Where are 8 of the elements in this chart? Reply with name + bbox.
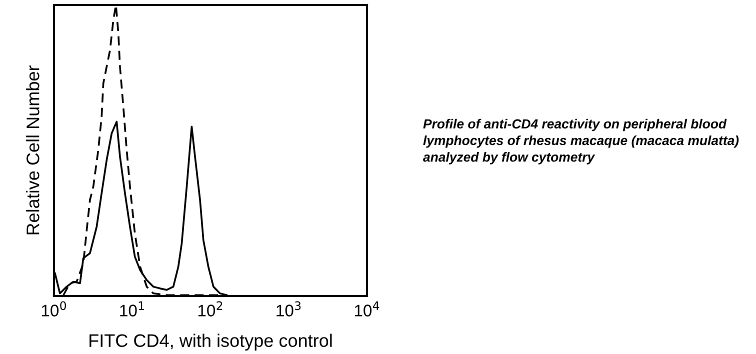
text: Profile of anti-CD4 reactivity on peripheral blood lymphocytes of rhesus macaque (macaca mulatta) analyzed by flow cytometry <box>423 118 739 164</box>
y-axis-title: Relative Cell Number <box>26 66 40 234</box>
x-tick-label: 10$^{1}$ <box>120 301 144 316</box>
x-tick-label: 10$^{2}$ <box>198 301 222 316</box>
x-axis-title: FITC CD4, with isotype control <box>90 334 332 351</box>
x-tick-label: 10$^{4}$ <box>354 301 380 316</box>
x-tick-label: 10$^{3}$ <box>276 301 301 316</box>
x-tick-label: 10$^{0}$ <box>42 301 66 316</box>
